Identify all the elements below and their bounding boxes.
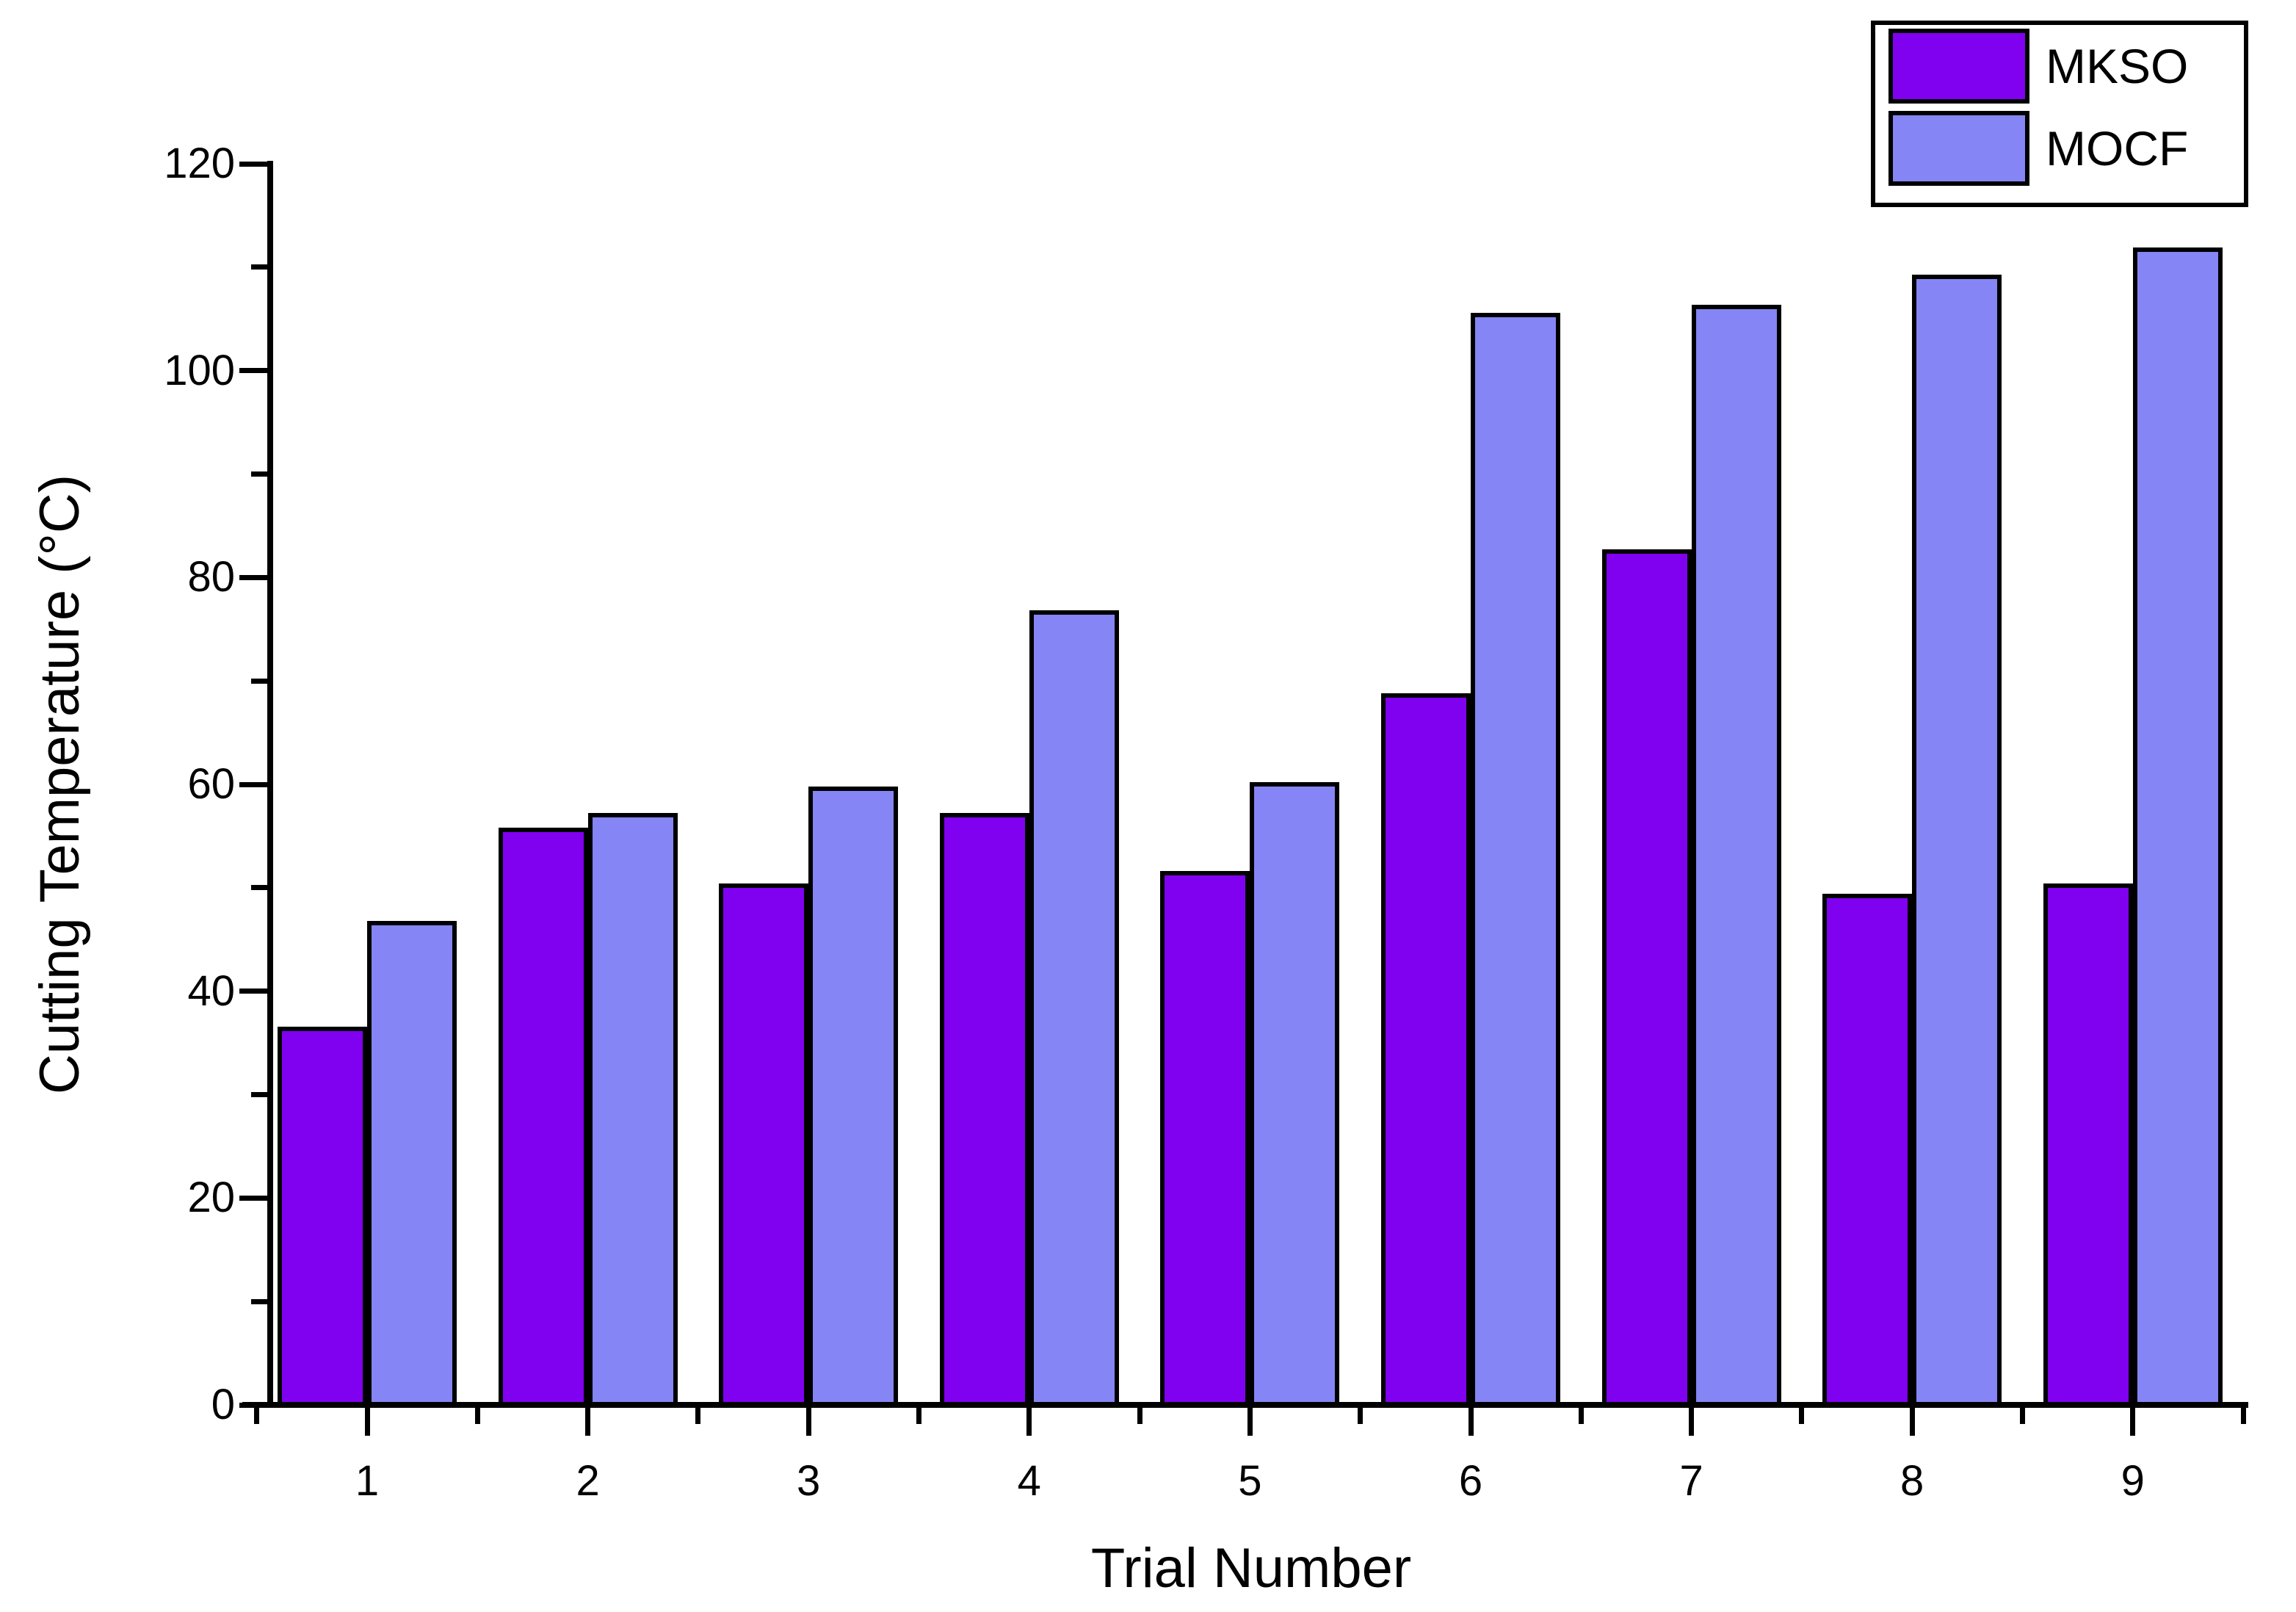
legend-swatch-mkso bbox=[1888, 29, 2029, 104]
legend-label-mkso: MKSO bbox=[2046, 39, 2189, 93]
x-tick-label-4: 4 bbox=[1017, 1457, 1041, 1505]
bar-mocf-trial-2 bbox=[587, 813, 678, 1408]
bar-mkso-trial-4 bbox=[939, 813, 1029, 1408]
bar-mocf-trial-7 bbox=[1691, 304, 1781, 1408]
bar-mkso-trial-1 bbox=[278, 1026, 367, 1408]
bar-mkso-trial-6 bbox=[1381, 693, 1471, 1408]
y-major-tick-40 bbox=[239, 988, 267, 994]
bar-mkso-trial-5 bbox=[1160, 871, 1250, 1408]
x-tick-label-5: 5 bbox=[1238, 1457, 1262, 1505]
y-minor-tick-30 bbox=[251, 1092, 267, 1097]
y-axis-line bbox=[267, 161, 273, 1408]
x-tick-label-7: 7 bbox=[1679, 1457, 1703, 1505]
legend-swatch-mocf bbox=[1888, 111, 2029, 186]
bar-mocf-trial-1 bbox=[367, 920, 457, 1408]
x-minor-tick-4 bbox=[1137, 1408, 1142, 1424]
bar-mkso-trial-3 bbox=[719, 883, 809, 1408]
x-minor-tick-8 bbox=[2020, 1408, 2025, 1424]
bar-mkso-trial-9 bbox=[2043, 883, 2133, 1408]
x-minor-tick-0 bbox=[254, 1408, 260, 1424]
y-tick-label-60: 60 bbox=[187, 760, 235, 809]
x-minor-tick-5 bbox=[1358, 1408, 1364, 1424]
x-tick-label-1: 1 bbox=[355, 1457, 380, 1505]
x-tick-label-8: 8 bbox=[1900, 1457, 1924, 1505]
x-major-tick-2 bbox=[585, 1408, 591, 1436]
bar-mocf-trial-3 bbox=[808, 786, 899, 1408]
x-major-tick-8 bbox=[1909, 1408, 1915, 1436]
y-axis-title: Cutting Temperature (°C) bbox=[29, 474, 91, 1095]
y-major-tick-80 bbox=[239, 574, 267, 580]
x-tick-label-3: 3 bbox=[797, 1457, 821, 1505]
bar-mkso-trial-8 bbox=[1822, 894, 1913, 1408]
x-major-tick-4 bbox=[1026, 1408, 1032, 1436]
x-axis-title: Trial Number bbox=[1090, 1537, 1412, 1600]
y-tick-label-120: 120 bbox=[164, 140, 235, 188]
bar-mocf-trial-4 bbox=[1029, 610, 1119, 1408]
y-major-tick-120 bbox=[239, 161, 267, 167]
x-major-tick-6 bbox=[1468, 1408, 1474, 1436]
y-minor-tick-90 bbox=[251, 471, 267, 477]
x-minor-tick-9 bbox=[2240, 1408, 2246, 1424]
x-tick-label-6: 6 bbox=[1458, 1457, 1483, 1505]
y-tick-label-40: 40 bbox=[187, 966, 235, 1015]
y-tick-label-0: 0 bbox=[211, 1381, 235, 1428]
legend-entry-mkso: MKSO bbox=[1875, 25, 2244, 107]
bar-mocf-trial-6 bbox=[1471, 312, 1560, 1408]
legend-label-mocf: MOCF bbox=[2046, 121, 2189, 176]
x-axis-line bbox=[242, 1402, 2248, 1408]
x-major-tick-5 bbox=[1247, 1408, 1253, 1436]
y-major-tick-0 bbox=[239, 1402, 267, 1408]
bar-mkso-trial-2 bbox=[498, 828, 588, 1408]
y-tick-label-100: 100 bbox=[164, 346, 235, 394]
bar-mocf-trial-8 bbox=[1912, 274, 2002, 1408]
x-tick-label-2: 2 bbox=[576, 1457, 600, 1505]
bar-mocf-trial-5 bbox=[1250, 782, 1340, 1408]
x-minor-tick-1 bbox=[474, 1408, 480, 1424]
x-minor-tick-6 bbox=[1578, 1408, 1584, 1424]
x-major-tick-1 bbox=[364, 1408, 370, 1436]
y-minor-tick-50 bbox=[251, 885, 267, 891]
x-tick-label-9: 9 bbox=[2121, 1457, 2145, 1505]
x-minor-tick-2 bbox=[695, 1408, 701, 1424]
x-major-tick-7 bbox=[1689, 1408, 1695, 1436]
x-minor-tick-3 bbox=[916, 1408, 921, 1424]
x-major-tick-3 bbox=[805, 1408, 811, 1436]
bar-mkso-trial-7 bbox=[1601, 549, 1692, 1408]
y-minor-tick-10 bbox=[251, 1298, 267, 1304]
legend: MKSO MOCF bbox=[1871, 21, 2248, 207]
y-minor-tick-110 bbox=[251, 264, 267, 270]
legend-entry-mocf: MOCF bbox=[1875, 107, 2244, 189]
x-major-tick-9 bbox=[2130, 1408, 2136, 1436]
y-tick-label-20: 20 bbox=[187, 1174, 235, 1222]
bar-mocf-trial-9 bbox=[2132, 247, 2223, 1408]
x-minor-tick-7 bbox=[1799, 1408, 1805, 1424]
y-tick-label-80: 80 bbox=[187, 553, 235, 601]
y-major-tick-60 bbox=[239, 781, 267, 787]
y-minor-tick-70 bbox=[251, 678, 267, 684]
y-major-tick-20 bbox=[239, 1195, 267, 1201]
y-major-tick-100 bbox=[239, 368, 267, 374]
